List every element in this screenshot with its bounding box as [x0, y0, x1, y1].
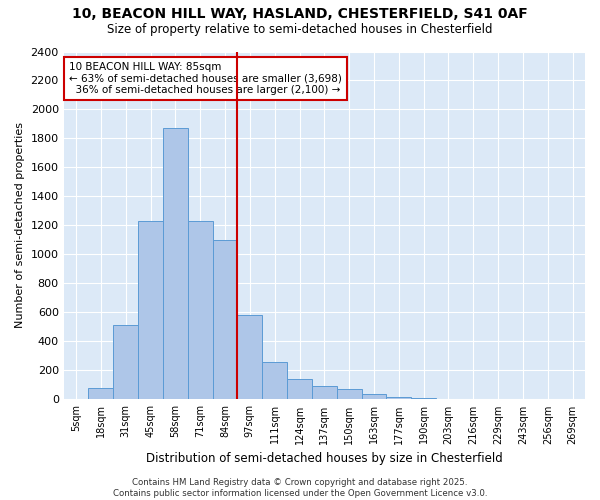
Text: 10 BEACON HILL WAY: 85sqm
← 63% of semi-detached houses are smaller (3,698)
  36: 10 BEACON HILL WAY: 85sqm ← 63% of semi-…	[69, 62, 342, 95]
Bar	[312, 386, 337, 400]
Text: 10, BEACON HILL WAY, HASLAND, CHESTERFIELD, S41 0AF: 10, BEACON HILL WAY, HASLAND, CHESTERFIE…	[72, 8, 528, 22]
Bar	[411, 398, 436, 400]
X-axis label: Distribution of semi-detached houses by size in Chesterfield: Distribution of semi-detached houses by …	[146, 452, 503, 465]
Text: Contains HM Land Registry data © Crown copyright and database right 2025.
Contai: Contains HM Land Registry data © Crown c…	[113, 478, 487, 498]
Bar	[436, 398, 461, 400]
Bar	[238, 316, 262, 400]
Y-axis label: Number of semi-detached properties: Number of semi-detached properties	[15, 122, 25, 328]
Text: Size of property relative to semi-detached houses in Chesterfield: Size of property relative to semi-detach…	[107, 22, 493, 36]
Bar	[88, 388, 113, 400]
Bar	[362, 394, 386, 400]
Bar	[212, 240, 238, 400]
Bar	[386, 396, 411, 400]
Bar	[337, 390, 362, 400]
Bar	[262, 362, 287, 400]
Bar	[163, 128, 188, 400]
Bar	[64, 398, 88, 400]
Bar	[113, 326, 138, 400]
Bar	[138, 221, 163, 400]
Bar	[287, 379, 312, 400]
Bar	[188, 221, 212, 400]
